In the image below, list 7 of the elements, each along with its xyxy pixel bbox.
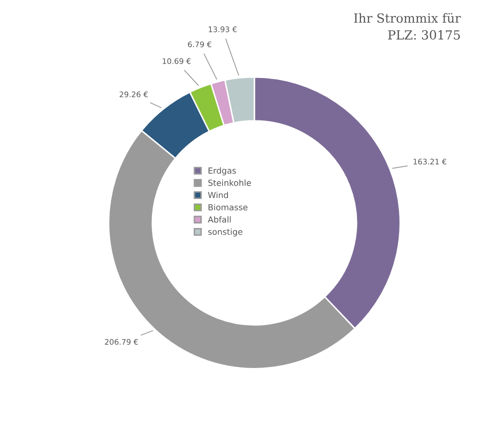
legend-label: Steinkohle <box>208 180 251 186</box>
legend-label: Erdgas <box>208 167 236 176</box>
legend-label: Biomasse <box>208 204 248 210</box>
legend-label: Abfall <box>208 216 231 223</box>
chart-title: Ihr Strommix für PLZ: 30175 <box>354 13 461 40</box>
legend-label: Wind <box>208 192 228 198</box>
legend-label: sonstige <box>208 228 242 236</box>
